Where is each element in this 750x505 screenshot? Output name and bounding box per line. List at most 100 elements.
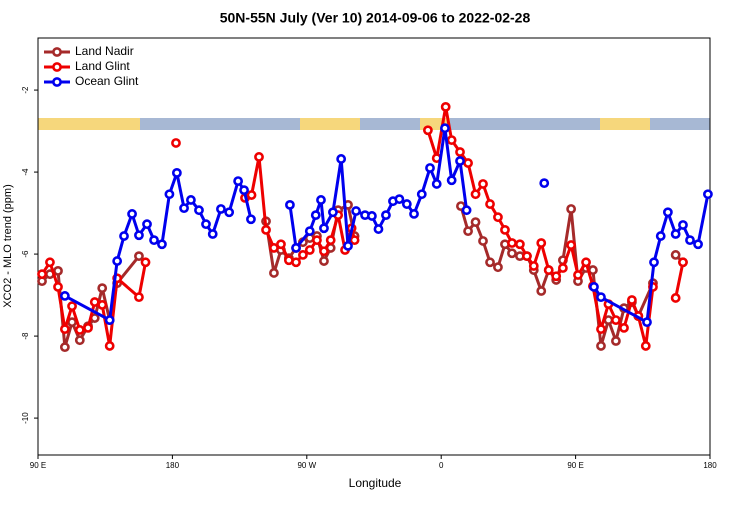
data-point (298, 250, 308, 260)
data-point (142, 219, 152, 230)
data-point (67, 317, 77, 328)
data-point (325, 235, 336, 246)
legend-label: Land Glint (75, 59, 130, 73)
data-point (119, 231, 129, 241)
data-point (343, 240, 353, 251)
data-point (291, 257, 301, 268)
ocean-strip (650, 118, 710, 130)
legend-label: Ocean Glint (75, 74, 139, 88)
data-point (127, 209, 137, 219)
data-point (626, 295, 637, 305)
data-point (507, 248, 517, 259)
data-point (74, 335, 85, 346)
data-point (551, 271, 562, 282)
data-point (316, 195, 326, 205)
data-point (514, 239, 525, 250)
data-point (446, 135, 457, 145)
data-point (276, 239, 286, 250)
data-point (416, 189, 427, 200)
data-point (37, 269, 47, 280)
data-point (261, 224, 271, 235)
x-tick-label: 0 (439, 461, 444, 470)
data-point (440, 101, 451, 112)
data-point (581, 257, 591, 268)
data-point (425, 163, 435, 173)
data-point (349, 235, 360, 246)
y-tick-label: -10 (21, 412, 30, 424)
data-point (179, 203, 189, 214)
series-line (64, 126, 710, 324)
data-point (678, 220, 688, 230)
data-point (104, 341, 115, 351)
x-tick-label: 180 (166, 461, 180, 470)
data-point (461, 205, 472, 216)
x-axis-label: Longitude (349, 476, 402, 490)
data-point (611, 336, 621, 346)
data-point (655, 231, 666, 241)
data-point (269, 243, 279, 253)
data-point (431, 179, 442, 189)
data-point (89, 297, 100, 307)
x-tick-label: 180 (703, 461, 717, 470)
data-point (53, 265, 63, 276)
data-point (589, 281, 599, 292)
data-point (269, 268, 279, 278)
data-point (440, 123, 450, 134)
data-point (478, 236, 488, 246)
data-point (596, 341, 606, 351)
data-point (670, 229, 681, 239)
ocean-strip (450, 118, 600, 130)
y-tick-label: -8 (21, 332, 30, 340)
data-point (149, 235, 159, 246)
data-point (470, 189, 481, 200)
data-point (207, 229, 218, 239)
data-point (336, 154, 347, 164)
data-point (97, 283, 108, 294)
data-point (134, 251, 144, 262)
x-tick-label: 90 E (30, 461, 46, 470)
data-point (157, 239, 167, 250)
data-point (566, 240, 577, 250)
y-tick-label: -2 (21, 86, 30, 94)
data-point (140, 257, 151, 268)
series (37, 101, 688, 351)
data-point (528, 261, 539, 271)
data-point (573, 270, 583, 280)
data-point (536, 286, 547, 296)
data-point (423, 125, 433, 136)
data-point (485, 257, 495, 268)
data-point (201, 219, 211, 230)
data-point (558, 263, 568, 273)
legend-marker (52, 62, 62, 72)
data-point (59, 324, 70, 335)
data-point (67, 301, 77, 312)
data-point (59, 342, 70, 353)
data-point (254, 152, 264, 162)
data-point (401, 199, 412, 209)
x-tick-label: 90 W (297, 461, 316, 470)
data-point (164, 189, 175, 200)
y-tick-label: -6 (21, 250, 30, 258)
data-point (507, 238, 517, 248)
data-point (543, 265, 554, 275)
chart-title: 50N-55N July (Ver 10) 2014-09-06 to 2022… (220, 10, 531, 26)
series-line (41, 203, 685, 349)
y-axis-label: XCO2 - MLO trend (ppm) (2, 184, 14, 307)
data-point (493, 212, 503, 223)
data-point (381, 210, 391, 221)
data-point (485, 199, 495, 209)
data-point (304, 226, 315, 237)
data-point (455, 147, 465, 157)
data-point (493, 262, 503, 273)
legend-marker (52, 77, 62, 87)
data-point (446, 175, 457, 186)
data-point (171, 167, 182, 178)
data-point (45, 257, 55, 268)
series (59, 123, 713, 328)
legend-marker (52, 47, 62, 57)
series-line (40, 105, 685, 348)
data-point (373, 224, 384, 234)
data-point (246, 190, 257, 200)
data-point (134, 230, 144, 241)
